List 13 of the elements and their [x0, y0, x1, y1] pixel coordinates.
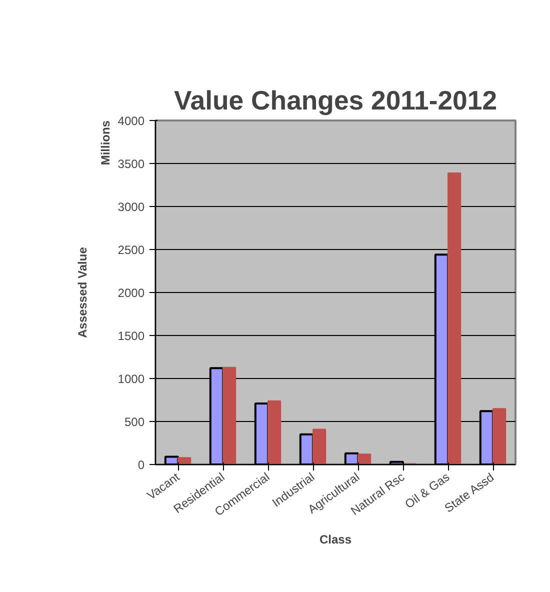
y-tick-label: 3500	[118, 157, 145, 171]
y-tick-label: 2500	[118, 243, 145, 257]
y-tick-label: 0	[138, 458, 145, 472]
x-axis-title: Class	[319, 532, 352, 546]
y-tick-label: 3000	[118, 200, 145, 214]
y-tick-label: 1000	[118, 372, 145, 386]
y-tick-label: 4000	[118, 114, 145, 128]
y-axis-title: Assessed Value	[76, 246, 90, 338]
y-tick-label: 2000	[118, 286, 145, 300]
chart-title: Value Changes 2011-2012	[174, 86, 498, 116]
text: Millions	[98, 120, 112, 166]
y-tick-label: 1500	[118, 329, 145, 343]
y-tick-label: 500	[124, 415, 145, 429]
